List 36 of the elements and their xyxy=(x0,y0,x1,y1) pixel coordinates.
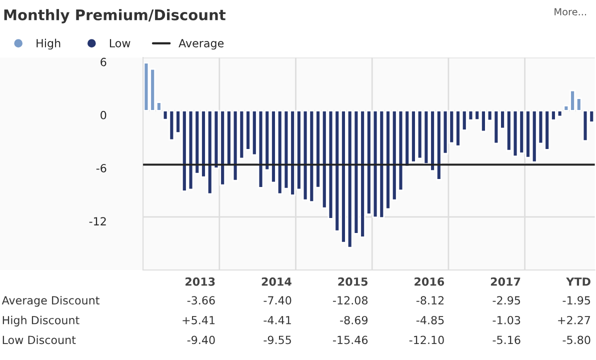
text: +5.41 xyxy=(182,316,215,324)
text: +2.27 xyxy=(558,316,590,324)
text: -7.40 xyxy=(264,296,292,305)
legend-label: High xyxy=(36,38,60,50)
legend-label: Low xyxy=(110,39,130,48)
text: -9.40 xyxy=(187,336,215,344)
chart-title: Monthly Premium/Discount xyxy=(4,9,226,24)
text: -3.66 xyxy=(187,296,215,305)
y-tick-label: -12 xyxy=(89,217,106,226)
text: -5.16 xyxy=(492,336,520,344)
text: -1.03 xyxy=(492,316,520,324)
text: -1.95 xyxy=(562,296,590,305)
text: -12.10 xyxy=(409,336,444,344)
text: -4.85 xyxy=(416,316,444,324)
text: More... xyxy=(554,8,586,16)
text: 2017 xyxy=(490,277,520,286)
y-tick-label: 6 xyxy=(100,58,106,66)
text: -5.80 xyxy=(562,336,590,344)
text: -8.69 xyxy=(340,316,368,324)
text: 2013 xyxy=(186,277,215,286)
text: 2015 xyxy=(338,277,368,286)
text: Low Discount xyxy=(2,336,76,344)
y-tick-label: 0 xyxy=(100,110,106,120)
text: -4.41 xyxy=(264,316,291,324)
y-tick-label: -6 xyxy=(96,164,106,172)
text: 2016 xyxy=(414,277,444,286)
text: -9.55 xyxy=(264,336,291,344)
legend-label: Average xyxy=(178,39,224,50)
text: Average Discount xyxy=(2,296,100,307)
text: High Discount xyxy=(2,316,80,326)
text: -12.08 xyxy=(333,296,368,305)
text: -8.12 xyxy=(416,296,444,305)
text: 2014 xyxy=(262,277,292,286)
text: -2.95 xyxy=(492,296,520,305)
text: -15.46 xyxy=(333,336,368,344)
text: YTD xyxy=(566,278,590,286)
